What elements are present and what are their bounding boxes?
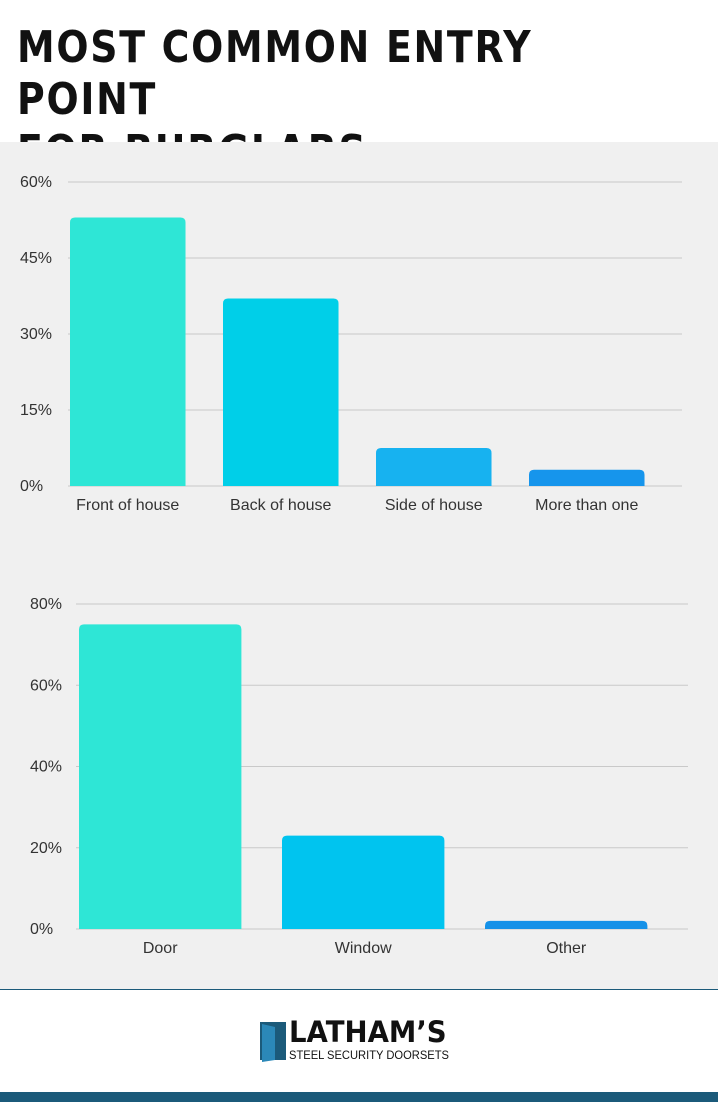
bar (79, 624, 242, 929)
y-tick-label: 20% (30, 840, 62, 857)
y-tick-label: 60% (30, 677, 62, 694)
x-tick-label: Side of house (385, 497, 483, 514)
entry-type-bar-chart: 0% 20% 40% 60% 80% Door Window Other (30, 596, 688, 957)
footer: LATHAM’S STEEL SECURITY DOORSETS (0, 990, 718, 1092)
brand-name: LATHAM’S (289, 1015, 447, 1049)
y-tick-label: 60% (20, 174, 52, 191)
y-tick-label: 45% (20, 250, 52, 267)
door-icon (260, 1022, 286, 1062)
bar (529, 469, 645, 486)
x-tick-label: Other (546, 940, 587, 957)
bottom-bar (0, 1092, 718, 1102)
bar (70, 217, 186, 486)
y-tick-label: 0% (30, 921, 53, 938)
x-tick-label: Window (335, 940, 392, 957)
chart-entry-type-panel: 0% 20% 40% 60% 80% Door Window Other (0, 526, 718, 990)
brand-tagline: STEEL SECURITY DOORSETS (289, 1048, 450, 1062)
bar (376, 448, 492, 486)
bar (223, 298, 339, 486)
bar (485, 920, 648, 929)
y-tick-label: 30% (20, 326, 52, 343)
x-tick-label: Door (143, 940, 178, 957)
bar (282, 835, 445, 929)
y-tick-label: 80% (30, 596, 62, 613)
x-tick-label: Back of house (230, 497, 332, 514)
brand-logo[interactable]: LATHAM’S STEEL SECURITY DOORSETS (258, 1015, 468, 1066)
chart-location-panel: 0% 15% 30% 45% 60% Front of house Back of hous… (0, 142, 718, 526)
title-line-1: MOST COMMON ENTRY POINT (17, 22, 533, 125)
y-tick-label: 15% (20, 402, 52, 419)
y-tick-label: 0% (20, 478, 43, 495)
location-bar-chart: 0% 15% 30% 45% 60% Front of house Back of hous… (20, 174, 682, 514)
y-tick-label: 40% (30, 759, 62, 776)
x-tick-label: More than one (535, 497, 638, 514)
x-tick-label: Front of house (76, 497, 179, 514)
